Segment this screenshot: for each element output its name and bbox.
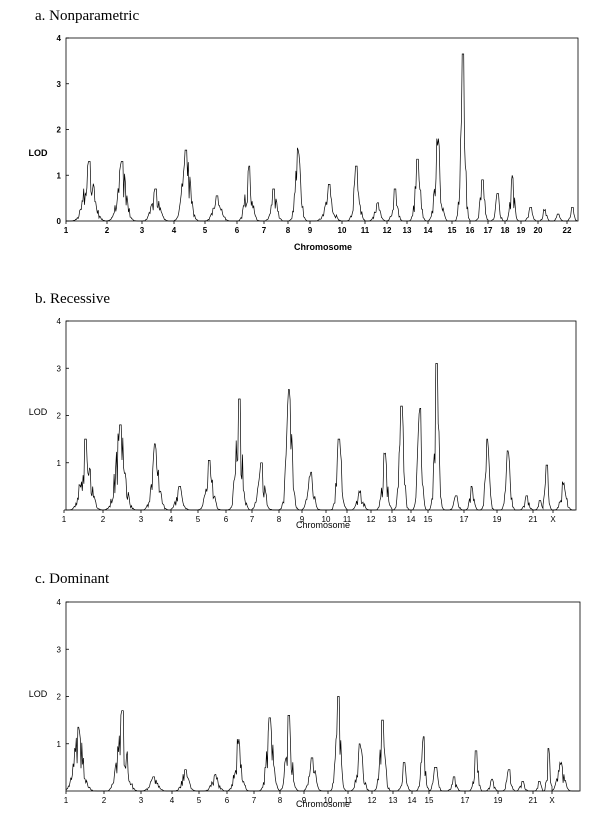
x-tick-label: 16 xyxy=(466,226,475,235)
x-tick-label: 9 xyxy=(300,515,305,524)
x-tick-label: 22 xyxy=(563,226,572,235)
x-axis-label: Chromosome xyxy=(296,799,350,809)
y-tick-label: 1 xyxy=(57,740,62,749)
x-tick-label: 14 xyxy=(407,515,416,524)
x-tick-label: 17 xyxy=(461,796,470,805)
x-axis-label: Chromosome xyxy=(294,242,352,252)
x-tick-label: 1 xyxy=(64,226,69,235)
y-axis-label: LOD xyxy=(29,148,48,158)
x-tick-label: 12 xyxy=(383,226,392,235)
x-tick-label: 14 xyxy=(424,226,433,235)
x-tick-label: 19 xyxy=(493,515,502,524)
x-tick-label: 11 xyxy=(344,796,353,805)
x-tick-label: 5 xyxy=(203,226,208,235)
x-tick-label: 4 xyxy=(172,226,177,235)
x-tick-label: 21 xyxy=(529,796,538,805)
x-tick-label: 18 xyxy=(501,226,510,235)
x-tick-label: 19 xyxy=(494,796,503,805)
x-tick-label: 14 xyxy=(408,796,417,805)
y-axis-label: LOD xyxy=(29,689,48,699)
x-tick-label: 1 xyxy=(64,796,69,805)
x-tick-label: 2 xyxy=(101,515,106,524)
x-tick-label: 1 xyxy=(62,515,67,524)
y-axis-label: LOD xyxy=(29,407,48,417)
panel-a-title: a. Nonparametric xyxy=(35,8,140,24)
x-tick-label: X xyxy=(550,515,556,524)
lod-trace-3 xyxy=(65,696,579,792)
plot-frame-3 xyxy=(65,601,581,792)
x-tick-label: 3 xyxy=(140,226,145,235)
y-tick-label: 3 xyxy=(57,645,62,654)
x-tick-label: 3 xyxy=(139,515,144,524)
x-tick-label: 12 xyxy=(368,796,377,805)
x-tick-label: 11 xyxy=(361,226,370,235)
x-tick-label: 11 xyxy=(343,515,352,524)
lod-trace-2 xyxy=(64,363,575,511)
panel-b-title: b. Recessive xyxy=(35,291,110,307)
x-tick-label: 15 xyxy=(425,796,434,805)
x-tick-label: 15 xyxy=(448,226,457,235)
y-tick-label: 0 xyxy=(57,217,62,226)
y-tick-label: 1 xyxy=(57,171,62,180)
x-tick-label: 8 xyxy=(278,796,283,805)
y-tick-label: 2 xyxy=(57,126,62,135)
x-tick-label: 20 xyxy=(534,226,543,235)
x-tick-label: 8 xyxy=(286,226,291,235)
x-tick-label: 13 xyxy=(389,796,398,805)
x-tick-label: 4 xyxy=(170,796,175,805)
x-tick-label: 5 xyxy=(197,796,202,805)
y-tick-label: 2 xyxy=(57,412,62,421)
x-tick-label: 2 xyxy=(102,796,107,805)
x-tick-label: 17 xyxy=(460,515,469,524)
x-tick-label: 7 xyxy=(250,515,255,524)
x-tick-label: 6 xyxy=(224,515,229,524)
x-tick-label: 6 xyxy=(225,796,230,805)
plot-frame-2 xyxy=(65,320,577,511)
x-tick-label: 10 xyxy=(322,515,331,524)
x-tick-label: 6 xyxy=(235,226,240,235)
y-tick-label: 4 xyxy=(57,598,62,607)
x-tick-label: 15 xyxy=(424,515,433,524)
x-tick-label: 4 xyxy=(169,515,174,524)
x-tick-label: 3 xyxy=(139,796,144,805)
y-tick-label: 3 xyxy=(57,364,62,373)
x-tick-label: 21 xyxy=(529,515,538,524)
y-tick-label: 4 xyxy=(57,317,62,326)
lod-trace-1 xyxy=(66,53,578,222)
y-tick-label: 2 xyxy=(57,693,62,702)
x-tick-label: 13 xyxy=(388,515,397,524)
x-tick-label: 7 xyxy=(252,796,257,805)
x-tick-label: 5 xyxy=(196,515,201,524)
x-tick-label: 13 xyxy=(403,226,412,235)
y-tick-label: 3 xyxy=(57,80,62,89)
y-tick-label: 1 xyxy=(57,459,62,468)
y-tick-label: 4 xyxy=(57,34,62,43)
x-tick-label: 7 xyxy=(262,226,267,235)
plot-frame-1 xyxy=(65,37,579,222)
x-tick-label: 8 xyxy=(277,515,282,524)
x-tick-label: 9 xyxy=(302,796,307,805)
x-tick-label: 10 xyxy=(324,796,333,805)
panel-c-title: c. Dominant xyxy=(35,571,110,587)
x-tick-label: 10 xyxy=(338,226,347,235)
x-tick-label: 12 xyxy=(367,515,376,524)
x-tick-label: 9 xyxy=(308,226,313,235)
x-axis-label: Chromosome xyxy=(296,520,350,530)
x-tick-label: X xyxy=(549,796,555,805)
x-tick-label: 2 xyxy=(105,226,110,235)
x-tick-label: 17 xyxy=(484,226,493,235)
x-tick-label: 19 xyxy=(517,226,526,235)
